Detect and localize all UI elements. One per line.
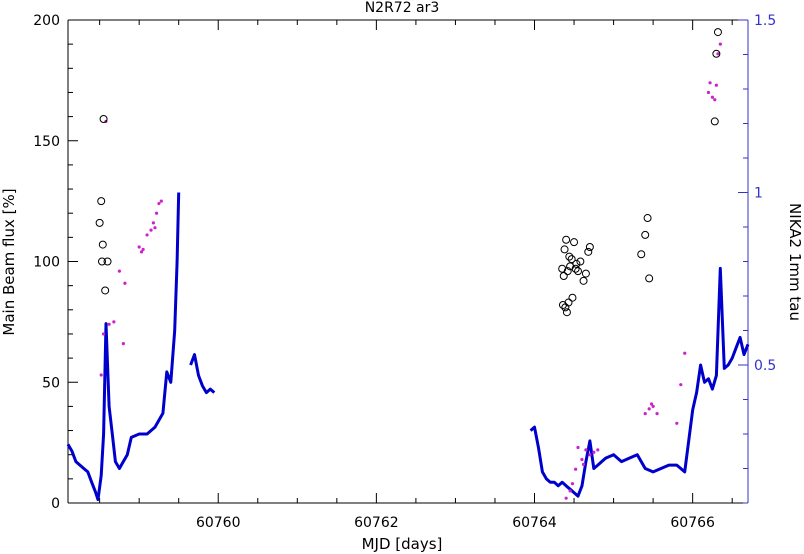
x-tick-label: 60764 xyxy=(512,515,557,531)
y-axis-title-right: NIKA2 1mm tau xyxy=(786,203,804,321)
secondary-point xyxy=(649,402,654,406)
y-tick-label-left: 200 xyxy=(33,13,60,29)
flux-marker xyxy=(579,276,588,285)
secondary-point xyxy=(584,448,588,452)
tau-line-segment xyxy=(529,266,750,498)
y-tick-label-right: 0.5 xyxy=(754,358,776,374)
flux-marker xyxy=(710,117,719,126)
flux-marker xyxy=(95,218,104,227)
flux-marker xyxy=(562,308,571,317)
secondary-point xyxy=(157,201,161,206)
flux-marker xyxy=(645,274,654,283)
flux-marker xyxy=(713,28,722,37)
flux-marker xyxy=(576,257,585,266)
flux-marker xyxy=(567,255,576,264)
flux-marker xyxy=(643,214,652,223)
y-tick-label-left: 0 xyxy=(51,496,60,512)
secondary-point xyxy=(683,351,687,355)
secondary-point xyxy=(588,453,592,457)
chart-title: N2R72 ar3 xyxy=(365,0,440,16)
x-tick-label: 60760 xyxy=(196,515,241,531)
flux-marker xyxy=(97,197,106,206)
secondary-point xyxy=(647,407,651,411)
secondary-point xyxy=(151,221,155,225)
secondary-point xyxy=(141,247,145,252)
secondary-point xyxy=(716,52,720,56)
secondary-point xyxy=(576,445,580,450)
tau-line-segment xyxy=(189,353,216,395)
flux-marker xyxy=(558,300,567,309)
secondary-point xyxy=(568,489,572,493)
flux-marker xyxy=(568,293,577,302)
secondary-point xyxy=(149,228,153,232)
secondary-point xyxy=(596,448,600,452)
flux-marker xyxy=(565,252,574,261)
plot-layer: 60760 60762 60764 60766 0 50 100 150 200 0.5 1 1.5 xyxy=(33,13,776,531)
secondary-point xyxy=(580,457,584,462)
y-tick-label-left: 100 xyxy=(33,255,60,271)
flux-marker xyxy=(559,271,568,280)
secondary-point xyxy=(153,226,157,230)
flux-marker xyxy=(637,250,646,259)
secondary-point xyxy=(679,383,683,387)
secondary-point xyxy=(139,250,144,254)
y-axis-title-left: Main Beam flux [%] xyxy=(0,188,18,335)
x-tick-label: 60766 xyxy=(670,515,715,531)
secondary-point xyxy=(101,332,106,336)
secondary-point xyxy=(107,322,111,326)
secondary-point xyxy=(121,342,125,346)
flux-marker xyxy=(562,235,571,244)
secondary-point xyxy=(592,450,596,454)
secondary-point xyxy=(675,421,679,425)
secondary-point xyxy=(655,412,659,416)
x-tick-label: 60762 xyxy=(354,515,399,531)
secondary-point xyxy=(112,320,116,324)
flux-marker xyxy=(572,259,581,268)
flux-marker xyxy=(585,243,594,252)
y-tick-label-right: 1 xyxy=(754,186,763,202)
secondary-point xyxy=(714,83,718,87)
flux-marker xyxy=(584,247,593,256)
flux-marker xyxy=(560,245,569,254)
secondary-point xyxy=(713,98,717,102)
flux-marker xyxy=(558,264,567,273)
secondary-point xyxy=(159,199,163,203)
flux-marker xyxy=(712,49,721,58)
secondary-point xyxy=(718,42,722,46)
y-tick-label-left: 50 xyxy=(42,375,60,391)
flux-marker xyxy=(101,286,110,295)
flux-marker xyxy=(574,267,582,276)
secondary-point xyxy=(570,482,575,486)
secondary-point xyxy=(145,233,149,237)
flux-marker xyxy=(103,257,112,266)
flux-marker xyxy=(99,115,108,124)
secondary-point xyxy=(643,412,647,416)
x-axis-title: MJD [days] xyxy=(362,535,443,553)
flux-marker xyxy=(570,238,579,247)
y-tick-label-left: 150 xyxy=(33,134,60,150)
secondary-point xyxy=(581,462,586,466)
flux-marker xyxy=(98,240,107,249)
flux-marker xyxy=(98,257,106,266)
tau-line-segment xyxy=(66,192,181,502)
flux-marker xyxy=(571,264,580,273)
secondary-point xyxy=(710,95,715,99)
secondary-point xyxy=(117,269,121,273)
secondary-point xyxy=(708,81,712,85)
secondary-point xyxy=(564,496,568,500)
secondary-point xyxy=(154,211,159,215)
secondary-point xyxy=(137,245,141,249)
flux-marker xyxy=(581,269,590,278)
secondary-point xyxy=(574,467,578,471)
secondary-point xyxy=(706,90,711,95)
secondary-point xyxy=(123,281,127,285)
y-tick-label-right: 1.5 xyxy=(754,13,776,29)
secondary-point xyxy=(99,373,103,377)
flux-marker xyxy=(563,267,572,276)
flux-marker xyxy=(641,230,650,239)
secondary-point xyxy=(651,404,655,408)
flux-marker xyxy=(564,298,573,307)
